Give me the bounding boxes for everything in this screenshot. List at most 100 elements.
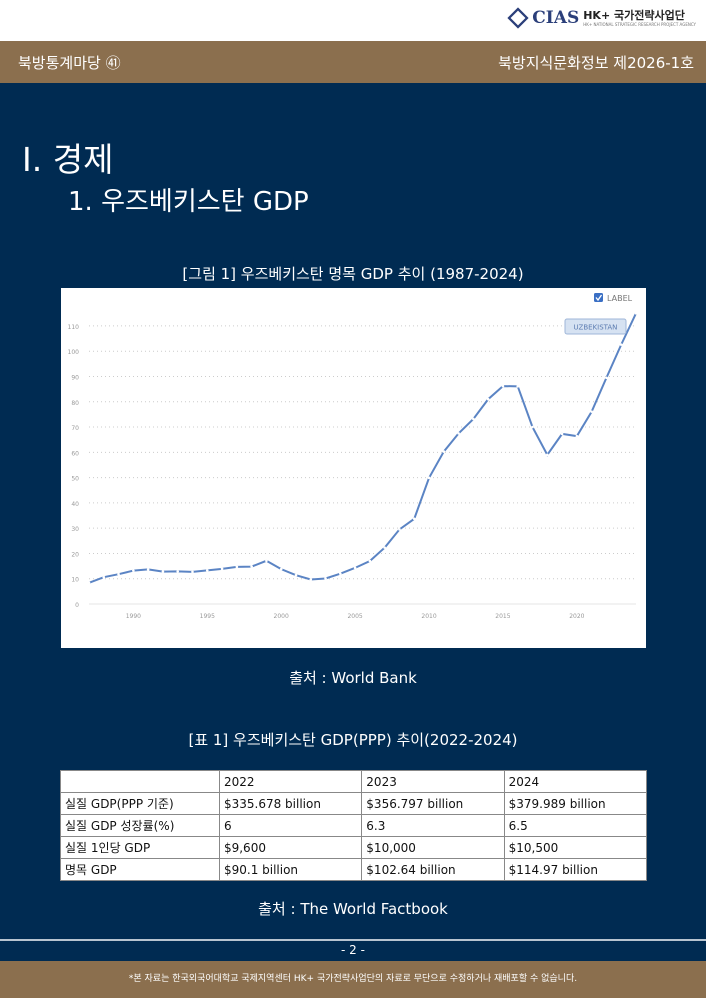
data-point	[191, 570, 194, 574]
y-tick-label: 90	[71, 374, 79, 381]
page-number: - 2 -	[0, 941, 706, 961]
data-point	[442, 450, 446, 453]
table-caption: [표 1] 우즈베키스탄 GDP(PPP) 추이(2022-2024)	[188, 731, 518, 749]
data-point	[383, 546, 386, 549]
divider	[0, 939, 706, 941]
data-point	[560, 432, 564, 436]
data-point	[368, 559, 372, 563]
table-row: 실질 GDP(PPP 기준) $335.678 billion $356.797 b…	[60, 792, 648, 815]
series-name: 북방통계마당 ㊶	[18, 53, 121, 72]
x-tick-label: 2020	[569, 613, 584, 620]
data-point	[339, 572, 342, 575]
header-cell	[60, 770, 220, 793]
check-icon	[595, 294, 603, 302]
issue-number: 북방지식문화정보 제2026-1호	[498, 53, 694, 72]
data-point	[235, 565, 239, 569]
section-subtitle: 1. 우즈베키스탄 GDP	[68, 187, 309, 217]
y-tick-label: 0	[75, 602, 79, 609]
section-title: Ⅰ. 경제	[22, 140, 114, 179]
data-point	[146, 568, 150, 571]
y-tick-label: 80	[71, 400, 79, 407]
x-tick-label: 2000	[274, 613, 289, 620]
y-tick-label: 10	[71, 577, 79, 584]
cell: 6.3	[361, 814, 505, 837]
x-tick-label: 1995	[200, 613, 215, 620]
data-point	[353, 566, 357, 570]
cell: $114.97 billion	[503, 858, 648, 881]
data-point	[265, 559, 268, 563]
y-tick-label: 30	[71, 526, 79, 533]
table-source: 출처 : The World Factbook	[258, 900, 448, 918]
data-point	[590, 410, 593, 413]
y-tick-label: 110	[68, 324, 80, 331]
cell: 실질 GDP(PPP 기준)	[60, 792, 220, 815]
data-point	[176, 570, 180, 573]
data-point	[161, 570, 165, 573]
cell: $335.678 billion	[218, 792, 363, 815]
data-point	[531, 425, 534, 429]
header-band: 북방통계마당 ㊶ 북방지식문화정보 제2026-1호	[0, 41, 706, 83]
data-point	[486, 397, 490, 401]
data-point	[472, 417, 475, 421]
table-row: 명목 GDP $90.1 billion $102.64 billion $114.9…	[60, 858, 648, 881]
data-point	[102, 575, 106, 579]
label-checkbox	[594, 293, 603, 302]
x-tick-label: 2005	[347, 613, 362, 620]
table-header-row: 2022 2023 2024	[60, 770, 648, 793]
data-point	[205, 569, 209, 572]
data-point	[220, 567, 224, 571]
logo-text: CIAS	[532, 8, 580, 28]
legend-checkbox-label: LABEL	[607, 294, 633, 303]
data-point	[516, 385, 520, 388]
org-name: HK+ 국가전략사업단	[583, 8, 685, 22]
data-point	[412, 517, 416, 521]
data-point	[309, 578, 313, 581]
org-sub: HK+ NATIONAL STRATEGIC RESEARCH PROJECT …	[583, 21, 696, 27]
header-cell: 2024	[503, 770, 648, 793]
cell: $9,600	[218, 836, 363, 859]
y-tick-label: 70	[71, 425, 79, 432]
data-point	[575, 434, 579, 438]
table-row: 실질 1인당 GDP $9,600 $10,000 $10,500	[60, 836, 648, 859]
table-row: 실질 GDP 성장률(%) 6 6.3 6.5	[60, 814, 648, 837]
data-point	[545, 453, 549, 457]
x-tick-label: 2010	[421, 613, 436, 620]
cell: $10,000	[361, 836, 505, 859]
y-tick-label: 50	[71, 476, 79, 483]
data-point	[619, 343, 623, 346]
x-tick-label: 1990	[126, 613, 141, 620]
series-line	[88, 312, 637, 584]
series-label-box	[564, 318, 627, 335]
y-tick-label: 100	[68, 349, 80, 356]
cell: 6.5	[503, 814, 648, 837]
data-point	[634, 311, 638, 315]
header-cell: 2023	[361, 770, 505, 793]
data-point	[427, 476, 431, 480]
cell: 실질 1인당 GDP	[60, 836, 220, 859]
cell: 6	[218, 814, 363, 837]
y-tick-label: 20	[71, 551, 79, 558]
x-tick-label: 2015	[495, 613, 510, 620]
logo-mark-icon	[507, 7, 529, 29]
data-point	[117, 572, 120, 576]
y-tick-label: 40	[71, 501, 79, 508]
figure-caption: [그림 1] 우즈베키스탄 명목 GDP 추이 (1987-2024)	[182, 265, 524, 283]
cell: 명목 GDP	[60, 858, 220, 881]
series-label: UZBEKISTAN	[574, 324, 618, 332]
data-point	[250, 565, 253, 568]
cell: $102.64 billion	[361, 858, 505, 881]
data-point	[294, 573, 298, 577]
figure-source: 출처 : World Bank	[289, 669, 417, 687]
cias-logo: CIAS HK+ 국가전략사업단 HK+ NATIONAL STRATEGIC …	[507, 7, 696, 29]
cell: $10,500	[503, 836, 648, 859]
y-tick-label: 60	[71, 450, 79, 457]
data-point	[132, 569, 135, 572]
cell: $356.797 billion	[361, 792, 505, 815]
gdp-ppp-table: 2022 2023 2024 실질 GDP(PPP 기준) $335.678 bi…	[60, 770, 648, 881]
cell: $379.989 billion	[503, 792, 648, 815]
data-point	[605, 376, 608, 380]
data-point	[87, 581, 91, 585]
footer-notice: *본 자료는 한국외국어대학교 국제지역센터 HK+ 국가전략사업단의 자료로 …	[0, 961, 706, 998]
data-point	[501, 384, 505, 388]
gdp-chart: 0 10 20 30 40 50 60 70 80 90 100 110 1990 1995 2000 200…	[61, 288, 646, 648]
